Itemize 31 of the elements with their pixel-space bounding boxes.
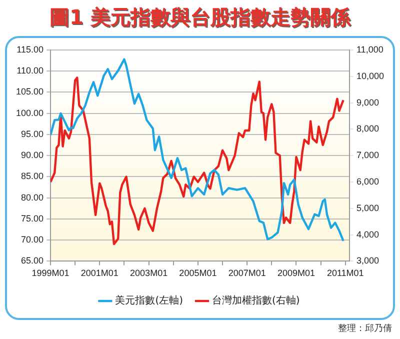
- x-tick-label: 2011M01: [326, 268, 364, 278]
- y-tick-label: 115.00: [16, 44, 44, 54]
- y2-tick-label: 7,000: [356, 150, 380, 160]
- y2-tick-label: 5,000: [356, 202, 380, 213]
- y-tick-label: 70.00: [20, 234, 44, 245]
- x-tick-label: 2005M01: [179, 268, 217, 278]
- y2-tick-label: 10,000: [356, 70, 384, 81]
- text: 整理：邱乃倩: [337, 322, 392, 335]
- y2-tick-label: 6,000: [356, 176, 380, 186]
- y2-tick-label: 3,000: [356, 256, 380, 266]
- y-tick-label: 85.00: [20, 171, 44, 182]
- x-tick-label: 2007M01: [228, 268, 266, 278]
- y2-tick-label: 8,000: [356, 124, 380, 134]
- y-tick-label: 75.00: [20, 213, 44, 224]
- x-tick-label: 2009M01: [277, 268, 315, 278]
- legend-label: 美元指數(左軸): [115, 294, 184, 307]
- y-tick-label: 105.00: [16, 86, 44, 97]
- y-tick-label: 90.00: [20, 150, 44, 160]
- y2-tick-label: 11,000: [356, 44, 384, 54]
- x-tick-label: 1999M01: [32, 268, 70, 278]
- y-tick-label: 80.00: [20, 192, 44, 202]
- x-tick-label: 2001M01: [80, 268, 118, 278]
- y2-tick-label: 4,000: [356, 229, 380, 240]
- y-tick-label: 110.00: [16, 66, 44, 76]
- chart-title: 圖1 美元指數與台股指數走勢關係: [48, 4, 352, 31]
- x-tick-label: 2003M01: [130, 268, 168, 278]
- y-tick-label: 100.00: [16, 108, 44, 118]
- y-tick-label: 65.00: [20, 256, 44, 266]
- legend-label: 台灣加權指數(右軸): [212, 294, 300, 307]
- y2-tick-label: 9,000: [356, 97, 380, 108]
- y-tick-label: 95.00: [20, 128, 44, 139]
